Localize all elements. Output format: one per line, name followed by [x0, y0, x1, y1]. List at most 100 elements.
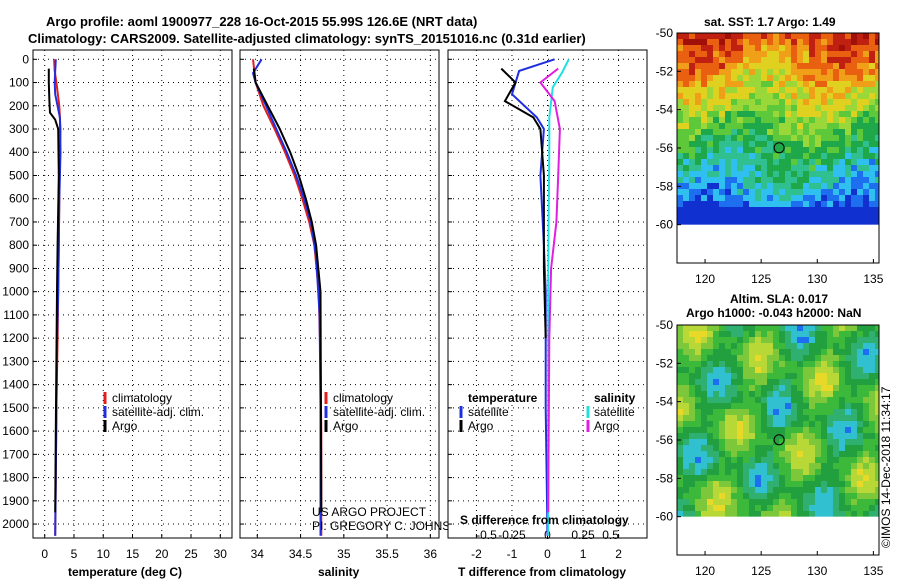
- map-cell: [773, 409, 779, 415]
- x-tick-label: 5: [71, 547, 78, 561]
- map-cell: [779, 195, 785, 201]
- map-cell: [677, 141, 683, 147]
- map-cell: [845, 379, 851, 385]
- map-cell: [863, 105, 869, 111]
- map-cell: [875, 379, 879, 385]
- map-cell: [749, 129, 755, 135]
- map-cell: [713, 33, 719, 39]
- map-cell: [725, 147, 731, 153]
- map-cell: [833, 105, 839, 111]
- map-cell: [875, 403, 879, 409]
- map-cell: [785, 57, 791, 63]
- map-cell: [839, 141, 845, 147]
- map-cell: [809, 45, 815, 51]
- map-cell: [845, 463, 851, 469]
- temperature-panel: 0100200300400500600700800900100011001200…: [2, 49, 233, 579]
- map-cell: [791, 207, 797, 213]
- map-cell: [833, 487, 839, 493]
- map-cell: [857, 475, 863, 481]
- series-line-salinity-argo: [539, 67, 561, 513]
- map-cell: [713, 51, 719, 57]
- map-cell: [749, 177, 755, 183]
- map-cell: [755, 391, 761, 397]
- map-cell: [827, 397, 833, 403]
- map-cell: [743, 117, 749, 123]
- map-cell: [809, 337, 815, 343]
- map-cell: [779, 117, 785, 123]
- map-cell: [815, 183, 821, 189]
- map-cell: [797, 39, 803, 45]
- map-cell: [683, 75, 689, 81]
- map-cell: [863, 195, 869, 201]
- map-cell: [857, 99, 863, 105]
- map-cell: [707, 177, 713, 183]
- map-cell: [785, 51, 791, 57]
- map-cell: [743, 463, 749, 469]
- map-cell: [791, 391, 797, 397]
- map-cell: [821, 189, 827, 195]
- map-cell: [851, 219, 857, 225]
- map-cell: [869, 45, 875, 51]
- map-cell: [749, 39, 755, 45]
- map-cell: [803, 325, 809, 331]
- map-cell: [851, 177, 857, 183]
- map-cell: [707, 439, 713, 445]
- map-cell: [827, 439, 833, 445]
- map-cell: [713, 171, 719, 177]
- map-cell: [833, 75, 839, 81]
- map-cell: [839, 463, 845, 469]
- map-cell: [863, 63, 869, 69]
- map-cell: [743, 141, 749, 147]
- map-cell: [683, 63, 689, 69]
- map-cell: [803, 421, 809, 427]
- map-cell: [803, 337, 809, 343]
- map-cell: [773, 397, 779, 403]
- x-tick-label: 20: [155, 547, 169, 561]
- map-cell: [815, 361, 821, 367]
- map-cell: [731, 337, 737, 343]
- map-cell: [791, 195, 797, 201]
- map-cell: [791, 147, 797, 153]
- map-cell: [755, 439, 761, 445]
- map-cell: [797, 337, 803, 343]
- map-cell: [767, 361, 773, 367]
- map-cell: [749, 433, 755, 439]
- map-cell: [689, 111, 695, 117]
- map-cell: [827, 337, 833, 343]
- map-cell: [683, 487, 689, 493]
- map-cell: [731, 183, 737, 189]
- map-cell: [779, 201, 785, 207]
- map-cell: [863, 93, 869, 99]
- map-cell: [797, 75, 803, 81]
- map-cell: [785, 403, 791, 409]
- map-cell: [797, 361, 803, 367]
- map-cell: [839, 111, 845, 117]
- map-cell: [749, 63, 755, 69]
- map-cell: [827, 367, 833, 373]
- map-cell: [791, 171, 797, 177]
- map-cell: [785, 391, 791, 397]
- map-cell: [689, 379, 695, 385]
- map-cell: [695, 111, 701, 117]
- map-cell: [773, 337, 779, 343]
- map-cell: [725, 445, 731, 451]
- map-cell: [875, 481, 879, 487]
- map-cell: [797, 439, 803, 445]
- map-cell: [803, 409, 809, 415]
- y-tick-label: 1600: [2, 424, 29, 438]
- map-cell: [689, 445, 695, 451]
- map-cell: [785, 511, 791, 517]
- map-cell: [749, 117, 755, 123]
- map-cell: [791, 439, 797, 445]
- map-cell: [749, 159, 755, 165]
- map-cell: [875, 51, 879, 57]
- map-cell: [701, 379, 707, 385]
- map-cell: [839, 481, 845, 487]
- map-cell: [719, 409, 725, 415]
- map-cell: [779, 469, 785, 475]
- map-cell: [803, 87, 809, 93]
- map-cell: [755, 117, 761, 123]
- map-cell: [857, 499, 863, 505]
- map-cell: [761, 99, 767, 105]
- x-tick-label: 25: [184, 547, 198, 561]
